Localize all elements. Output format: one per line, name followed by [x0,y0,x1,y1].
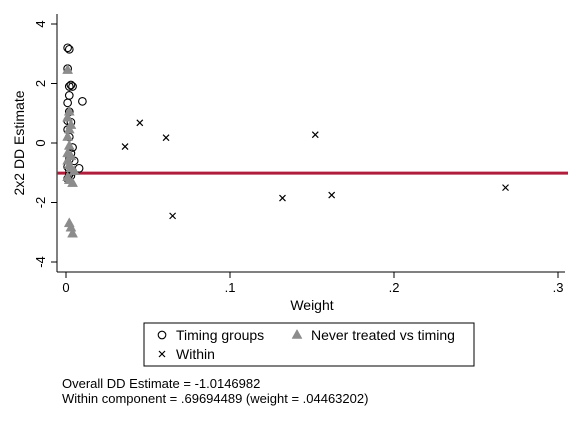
timing-group-point [63,43,72,53]
within-point [162,134,170,142]
x-axis-title: Weight [290,297,333,313]
timing-group-point [78,96,87,106]
never-treated-point [67,177,78,187]
within-point [169,212,177,220]
overall-estimate-note: Overall DD Estimate = -1.0146982 [62,376,261,391]
x-tick-label: .2 [389,280,400,295]
y-tick-label: -4 [33,256,48,268]
within-point [121,143,129,150]
within-component-note: Within component = .69694489 (weight = .… [62,391,369,406]
y-axis-title: 2x2 DD Estimate [11,90,27,195]
legend-box [143,322,475,367]
never-treated-point [63,123,75,134]
x-tick-label: .3 [553,280,564,295]
timing-group-point [64,91,74,100]
y-tick-label: 4 [33,20,48,27]
within-point [279,194,286,202]
within-point [328,191,336,199]
legend-marker [157,330,167,340]
timing-group-point [68,82,77,91]
y-tick-label: 2 [33,80,48,87]
x-tick-label: .1 [225,280,236,295]
never-treated-point [63,139,75,150]
legend-marker [158,350,166,358]
never-treated-point [67,227,78,238]
within-point [502,184,509,192]
never-treated-point [62,64,74,74]
chart-notes: Overall DD Estimate = -1.0146982 Within … [62,376,368,406]
timing-group-point [66,80,76,90]
within-point [136,119,144,127]
within-point [311,131,319,139]
legend-label: Timing groups [176,327,264,343]
never-treated-point [68,165,80,176]
timing-group-point [64,44,74,54]
y-tick-label: 0 [33,139,48,146]
never-treated-point [62,131,74,141]
legend-marker [291,328,303,339]
x-tick-label: 0 [62,280,69,295]
y-tick-label: -2 [33,197,48,209]
legend-label: Never treated vs timing [311,327,455,343]
legend-label: Within [176,346,215,362]
timing-group-point [64,82,74,91]
never-treated-point [62,111,74,122]
timing-group-point [63,98,72,108]
